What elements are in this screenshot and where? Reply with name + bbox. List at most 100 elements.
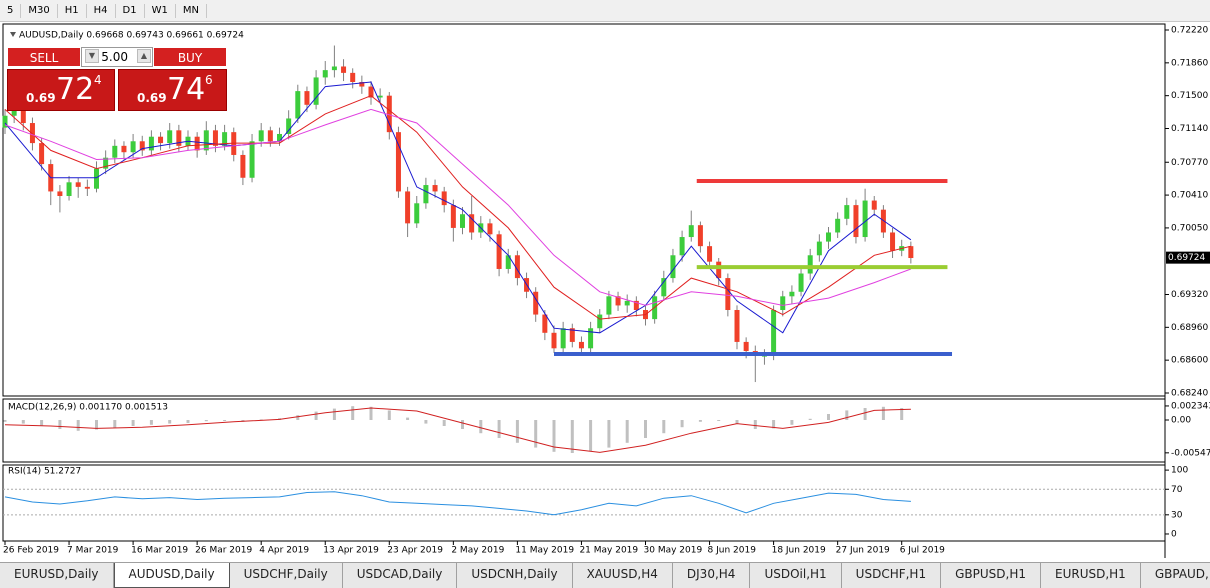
y-tick-label: 0.70410 bbox=[1171, 191, 1208, 201]
chart-tab[interactable]: XAUUSD,H4 bbox=[573, 563, 673, 588]
candle-body bbox=[496, 234, 502, 269]
candle-body bbox=[112, 145, 118, 158]
candle-body bbox=[103, 157, 109, 169]
candle-body bbox=[597, 314, 603, 329]
chart-tab[interactable]: GBPAUD,H1 bbox=[1141, 563, 1210, 588]
chart-tab[interactable]: USDCHF,Daily bbox=[230, 563, 343, 588]
candle-body bbox=[853, 205, 859, 238]
y-tick-label: 0.71140 bbox=[1171, 124, 1208, 134]
lots-up[interactable]: ▲ bbox=[137, 49, 151, 63]
macd-bar bbox=[424, 420, 428, 424]
rsi-header: RSI(14) 51.2727 bbox=[8, 467, 81, 477]
x-tick-label: 26 Feb 2019 bbox=[3, 546, 59, 556]
macd-bar bbox=[113, 420, 117, 428]
timeframe-button[interactable]: D1 bbox=[116, 3, 145, 18]
timeframe-button[interactable]: MN bbox=[176, 3, 207, 18]
x-tick-label: 6 Jul 2019 bbox=[900, 546, 945, 556]
timeframe-button[interactable]: 5 bbox=[0, 3, 22, 18]
macd-bar bbox=[753, 420, 757, 429]
timeframe-button[interactable]: H4 bbox=[87, 3, 116, 18]
chart-tab[interactable]: USDCHF,H1 bbox=[842, 563, 942, 588]
macd-bar bbox=[827, 414, 830, 420]
candle-body bbox=[20, 104, 26, 124]
macd-bar bbox=[442, 420, 446, 426]
bid-big: 72 bbox=[56, 72, 95, 107]
candle-body bbox=[679, 237, 685, 256]
timeframe-button[interactable]: H1 bbox=[58, 3, 87, 18]
candle-body bbox=[341, 66, 347, 73]
macd-bar bbox=[534, 420, 538, 448]
ask-quote[interactable]: 0.69 74 6 bbox=[118, 69, 227, 111]
macd-pane bbox=[2, 398, 1166, 463]
chart-tab[interactable]: DJ30,H4 bbox=[673, 563, 751, 588]
macd-bar bbox=[149, 420, 153, 425]
macd-bar bbox=[735, 420, 739, 424]
candle-body bbox=[661, 278, 667, 297]
macd-bar bbox=[3, 420, 7, 422]
candle-body bbox=[286, 118, 292, 134]
lots-down[interactable]: ▼ bbox=[85, 49, 99, 63]
ask-prefix: 0.69 bbox=[137, 91, 167, 105]
buy-button[interactable]: BUY bbox=[153, 47, 227, 67]
chart-tab[interactable]: USDOil,H1 bbox=[750, 563, 842, 588]
y-tick-label: 0.68600 bbox=[1171, 356, 1208, 366]
candle-body bbox=[212, 130, 218, 146]
macd-bar bbox=[497, 420, 501, 438]
macd-bar bbox=[515, 420, 519, 443]
candle-body bbox=[66, 182, 72, 196]
lots-input[interactable]: 5.00 bbox=[81, 47, 153, 67]
candle-body bbox=[761, 355, 767, 357]
timeframe-button[interactable]: W1 bbox=[145, 3, 176, 18]
candle-body bbox=[588, 328, 594, 349]
candle-body bbox=[29, 123, 35, 144]
candle-body bbox=[414, 203, 420, 224]
macd-bar bbox=[790, 420, 794, 425]
chart-tab[interactable]: GBPUSD,H1 bbox=[941, 563, 1041, 588]
candle-body bbox=[890, 232, 896, 251]
macd-bar bbox=[204, 420, 208, 422]
macd-bar bbox=[369, 406, 373, 420]
y-tick-label: 70 bbox=[1171, 485, 1183, 495]
chart-tab[interactable]: USDCNH,Daily bbox=[457, 563, 573, 588]
candle-body bbox=[267, 130, 273, 142]
candle-body bbox=[487, 223, 493, 235]
candle-body bbox=[441, 191, 447, 206]
macd-bar bbox=[387, 410, 391, 420]
candle-body bbox=[121, 145, 127, 153]
chart-tab[interactable]: EURUSD,Daily bbox=[0, 563, 114, 588]
candle-body bbox=[670, 255, 676, 279]
candle-body bbox=[688, 225, 694, 238]
candle-body bbox=[222, 132, 228, 146]
candle-body bbox=[94, 168, 99, 189]
chart-tab[interactable]: USDCAD,Daily bbox=[343, 563, 458, 588]
x-tick-label: 27 Jun 2019 bbox=[836, 546, 890, 556]
macd-bar bbox=[332, 408, 336, 420]
chart-tab[interactable]: EURUSD,H1 bbox=[1041, 563, 1141, 588]
chart-tab[interactable]: AUDUSD,Daily bbox=[113, 563, 230, 588]
candle-body bbox=[313, 77, 319, 105]
macd-bar bbox=[223, 420, 227, 421]
y-tick-label: 0.70050 bbox=[1171, 223, 1208, 233]
macd-header: MACD(12,26,9) 0.001170 0.001513 bbox=[8, 403, 168, 413]
sell-button[interactable]: SELL bbox=[7, 47, 81, 67]
x-tick-label: 13 Apr 2019 bbox=[323, 546, 379, 556]
candle-body bbox=[533, 291, 539, 315]
y-tick-label: 30 bbox=[1171, 510, 1183, 520]
x-tick-label: 23 Apr 2019 bbox=[387, 546, 443, 556]
bid-quote[interactable]: 0.69 72 4 bbox=[7, 69, 115, 111]
macd-bar bbox=[461, 420, 464, 429]
macd-bar bbox=[644, 420, 647, 438]
x-tick-label: 2 May 2019 bbox=[451, 546, 504, 556]
candle-body bbox=[542, 314, 548, 333]
current-price-label: 0.69724 bbox=[1168, 253, 1205, 263]
macd-bar bbox=[772, 420, 776, 429]
macd-bar bbox=[406, 417, 410, 420]
candle-body bbox=[908, 246, 914, 259]
timeframe-button[interactable]: M30 bbox=[21, 3, 58, 18]
candle-body bbox=[697, 225, 703, 247]
candle-body bbox=[148, 136, 154, 151]
candle-body bbox=[203, 130, 209, 151]
candle-body bbox=[194, 136, 200, 151]
candle-body bbox=[423, 185, 429, 204]
